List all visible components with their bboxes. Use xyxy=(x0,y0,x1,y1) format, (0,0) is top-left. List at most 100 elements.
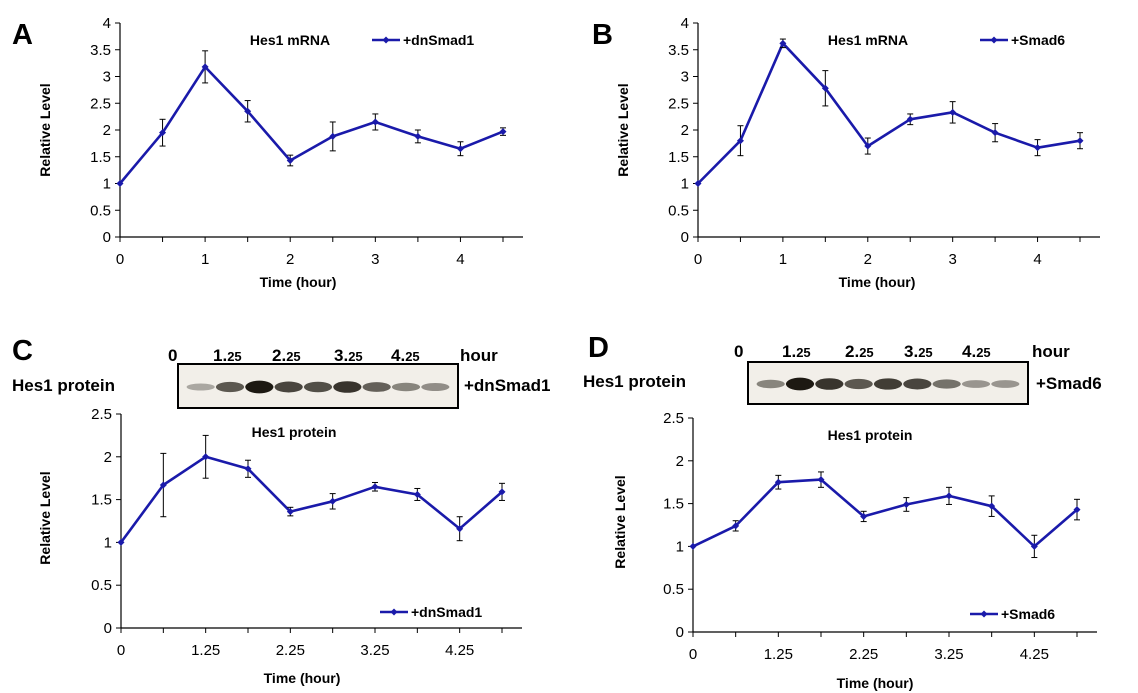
x-tick-label: 4 xyxy=(456,251,464,268)
data-point xyxy=(329,132,337,140)
y-tick-label: 0.5 xyxy=(668,202,689,219)
chart-d: 0 0.5 1 1.5 2 2.5 0 1.25 2.25 3.25 4.25 Time (hour)… xyxy=(612,410,1097,691)
y-tick-label: 0 xyxy=(676,624,684,641)
panel-d: D 0 1.25 2.25 3.25 4.25 hour Hes1 protei… xyxy=(583,332,1102,691)
y-tick-label: 1 xyxy=(104,534,112,551)
data-point xyxy=(413,490,421,498)
y-tick-label: 2.5 xyxy=(91,406,112,423)
lane-label-c-5: 4.25 xyxy=(391,346,420,365)
x-tick-label: 3.25 xyxy=(360,642,389,659)
blot-band xyxy=(333,381,362,393)
data-point xyxy=(774,478,782,486)
y-tick-label: 2 xyxy=(681,122,689,139)
data-point xyxy=(1030,542,1038,550)
blot-band xyxy=(873,378,903,390)
data-point xyxy=(286,156,294,164)
x-axis-title: Time (hour) xyxy=(260,274,337,290)
data-point xyxy=(1034,144,1042,152)
data-point xyxy=(244,465,252,473)
blot-band xyxy=(303,381,333,393)
legend-marker xyxy=(382,36,390,44)
blot-band xyxy=(391,382,421,392)
panel-letter-b: B xyxy=(592,19,613,51)
x-tick-label: 4.25 xyxy=(445,642,474,659)
y-tick-label: 2.5 xyxy=(663,410,684,427)
data-point xyxy=(864,142,872,150)
y-tick-label: 1.5 xyxy=(91,492,112,509)
x-tick-label: 0 xyxy=(116,251,124,268)
blot-band xyxy=(274,381,303,393)
y-tick-label: 1 xyxy=(103,176,111,193)
blot-band xyxy=(815,378,844,390)
data-point xyxy=(732,522,740,530)
y-tick-label: 2 xyxy=(104,449,112,466)
y-axis-title: Relative Level xyxy=(615,83,631,176)
data-point xyxy=(498,488,506,496)
x-tick-label: 4.25 xyxy=(1020,646,1049,663)
blot-row-label-d: Hes1 protein xyxy=(583,372,686,391)
y-tick-label: 4 xyxy=(681,15,689,32)
x-tick-label: 1.25 xyxy=(191,642,220,659)
blot-band xyxy=(991,380,1020,388)
legend-marker xyxy=(980,610,988,618)
y-tick-label: 0.5 xyxy=(91,577,112,594)
chart-c: 0 0.5 1 1.5 2 2.5 0 1.25 2.25 3.25 4.25 Time (hour)… xyxy=(37,406,522,686)
blot-band xyxy=(245,380,274,394)
lane-label-c-4: 3.25 xyxy=(334,346,363,365)
data-point xyxy=(694,180,702,187)
data-point xyxy=(945,492,953,500)
data-point xyxy=(286,508,294,516)
blot-band xyxy=(903,378,932,390)
lane-label-d-4: 3.25 xyxy=(904,342,933,361)
legend-label: +dnSmad1 xyxy=(403,32,474,48)
panel-letter-a: A xyxy=(12,19,33,51)
lane-label-d-3: 2.25 xyxy=(845,342,874,361)
lane-label-d-5: 4.25 xyxy=(962,342,991,361)
blot-d: 0 1.25 2.25 3.25 4.25 hour Hes1 protein … xyxy=(583,342,1102,405)
x-tick-label: 2 xyxy=(864,251,872,268)
series-line xyxy=(697,41,1081,185)
panel-letter-d: D xyxy=(588,332,609,364)
lane-label-c-2: 1.25 xyxy=(213,346,242,365)
blot-band xyxy=(186,383,215,391)
y-tick-label: 1.5 xyxy=(668,149,689,166)
legend-label: +Smad6 xyxy=(1011,32,1065,48)
y-tick-label: 3.5 xyxy=(90,42,111,59)
x-tick-label: 2.25 xyxy=(276,642,305,659)
y-tick-label: 0 xyxy=(104,620,112,637)
y-tick-label: 0 xyxy=(681,229,689,246)
panel-a: A 0 0.5 1 1.5 2 2.5 3 3.5 4 0 1 2 3 4 Time (hour) Relat… xyxy=(12,15,523,290)
data-point xyxy=(1073,506,1081,514)
data-point xyxy=(860,512,868,520)
data-point xyxy=(821,84,829,92)
blot-condition-d: +Smad6 xyxy=(1036,374,1102,393)
lane-label-d-2: 1.25 xyxy=(782,342,811,361)
x-axis-title: Time (hour) xyxy=(837,675,914,691)
x-tick-label: 0 xyxy=(689,646,697,663)
y-tick-label: 0.5 xyxy=(663,581,684,598)
legend-marker xyxy=(990,36,998,44)
panel-b: B 0 0.5 1 1.5 2 2.5 3 3.5 4 0 1 2 3 4 Time (hour) Relat… xyxy=(592,15,1100,290)
data-point xyxy=(201,63,209,71)
data-point xyxy=(949,108,957,116)
lane-label-c-3: 2.25 xyxy=(272,346,301,365)
data-point xyxy=(117,538,125,546)
y-tick-label: 3 xyxy=(103,69,111,86)
series-line xyxy=(119,65,504,185)
data-point xyxy=(116,180,124,187)
panel-c: C 0 1.25 2.25 3.25 4.25 hour Hes1 protei… xyxy=(12,335,550,686)
data-point xyxy=(202,453,210,461)
blot-band xyxy=(215,381,245,393)
y-tick-label: 2 xyxy=(676,453,684,470)
blot-band xyxy=(844,378,873,390)
data-point xyxy=(371,483,379,491)
data-point xyxy=(817,476,825,484)
blot-band xyxy=(961,380,991,388)
blot-unit-c: hour xyxy=(460,346,498,365)
data-point xyxy=(902,500,910,508)
blot-condition-c: +dnSmad1 xyxy=(464,376,550,395)
series-line xyxy=(119,455,503,544)
legend-label: +dnSmad1 xyxy=(411,604,482,620)
x-tick-label: 1 xyxy=(779,251,787,268)
x-tick-label: 2.25 xyxy=(849,646,878,663)
